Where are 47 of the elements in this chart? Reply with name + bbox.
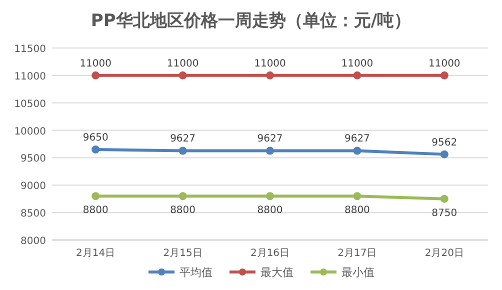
y-tick-label: 11000 — [14, 71, 46, 82]
x-tick-label: 2月14日 — [76, 248, 116, 259]
data-label: 8750 — [432, 208, 458, 219]
y-tick-label: 9500 — [20, 154, 46, 165]
data-label: 9627 — [170, 134, 196, 145]
point — [353, 192, 362, 200]
x-tick-label: 2月15日 — [163, 248, 202, 259]
point — [92, 192, 100, 200]
point — [178, 71, 187, 80]
point — [266, 146, 274, 155]
data-label: 8800 — [344, 205, 370, 216]
legend-label: 最小值 — [342, 266, 374, 279]
point — [353, 146, 362, 155]
data-label: 8800 — [257, 205, 283, 216]
legend-label: 最大值 — [260, 266, 294, 279]
data-label: 11000 — [166, 58, 199, 70]
y-tick-label: 11500 — [14, 44, 46, 55]
data-label: 11000 — [254, 58, 286, 70]
legend-label: 平均值 — [180, 266, 212, 279]
point — [440, 194, 448, 203]
data-label: 9562 — [432, 137, 458, 148]
data-label: 11000 — [341, 58, 374, 70]
point — [178, 146, 187, 155]
point — [266, 71, 274, 80]
y-tick-label: 8500 — [20, 208, 46, 220]
y-tick-label: 9000 — [20, 181, 46, 192]
data-label: 9627 — [257, 134, 283, 145]
point — [178, 192, 187, 200]
data-label: 11000 — [428, 58, 460, 70]
data-label: 9650 — [82, 132, 108, 144]
point — [440, 150, 448, 158]
point — [92, 145, 100, 154]
x-tick-label: 2月17日 — [338, 248, 377, 259]
point — [353, 71, 362, 80]
chart-title: PP华北地区价格一周走势（单位：元/吨） — [90, 11, 412, 31]
data-label: 9627 — [344, 134, 370, 145]
x-tick-label: 2月16日 — [250, 248, 290, 259]
y-tick-label: 8000 — [20, 236, 46, 247]
data-label: 8800 — [82, 205, 108, 216]
y-tick-label: 10500 — [14, 98, 46, 110]
point — [266, 192, 274, 200]
point — [440, 71, 448, 80]
y-tick-label: 10000 — [14, 126, 46, 138]
point — [92, 71, 100, 80]
x-tick-label: 2月20日 — [424, 248, 464, 259]
data-label: 8800 — [170, 205, 196, 216]
data-label: 11000 — [80, 58, 112, 70]
